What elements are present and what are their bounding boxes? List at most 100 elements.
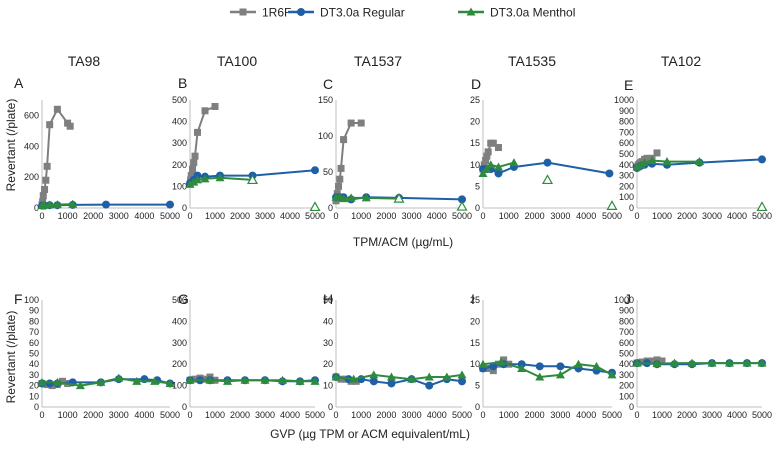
y-tick-label: 80 [29,316,39,326]
data-point [75,381,85,390]
x-tick-label: 2000 [83,211,103,221]
open-data-point [393,192,405,203]
data-point [68,199,78,208]
data-point [640,158,649,167]
y-tick-label: 10 [470,359,480,369]
data-point [132,376,142,385]
data-point [607,370,617,379]
legend-marker [466,7,476,16]
y-tick-label: 15 [470,338,480,348]
y-tick-label: 600 [619,338,634,348]
x-tick-label: 0 [333,410,338,420]
data-point [632,162,642,171]
data-point [652,359,662,368]
data-point [643,154,651,162]
y-tick-label: 90 [29,306,39,316]
y-tick-label: 20 [29,381,39,391]
strain-titles: TA98 TA100 TA1537 TA1535 TA102 [68,53,702,69]
x-tick-label: 2000 [230,211,250,221]
data-point [215,173,225,182]
x-tick-label: 3000 [550,410,570,420]
panel-label: F [14,291,23,307]
x-tick-label: 5000 [452,211,472,221]
data-point [648,357,656,365]
y-tick-label: 200 [172,160,187,170]
data-point [556,362,565,371]
x-tick-label: 0 [634,211,639,221]
y-tick-label: 1000 [614,295,634,305]
y-tick-label: 700 [619,127,634,137]
x-tick-label: 1000 [205,410,225,420]
legend: 1R6F DT3.0a Regular DT3.0a Menthol [230,6,575,20]
data-point [102,200,110,209]
data-point [478,168,488,177]
data-point [369,377,378,386]
y-tick-label: 40 [29,359,39,369]
y-tick-label: 400 [619,359,634,369]
y-tick-label: 600 [24,110,39,120]
y-tick-label: 5 [475,381,480,391]
y-tick-label: 500 [619,149,634,159]
data-point [658,357,666,365]
data-point [687,358,697,367]
panel-A: A 0 200 400 600 0 1000 2000 3000 4000 5000 [14,75,180,221]
data-point [41,185,49,193]
x-tick-label: 4000 [280,211,300,221]
x-tick-label: 4000 [576,410,596,420]
y-tick-label: 300 [619,171,634,181]
x-tick-label: 3000 [109,410,129,420]
panel-label: C [323,76,333,92]
data-point [311,166,319,175]
data-point [489,139,497,147]
panel-label: H [323,291,333,307]
panel-label: D [471,76,481,92]
y-tick-label: 500 [172,95,187,105]
data-point [555,370,565,379]
data-point [185,375,195,384]
data-point [758,155,766,164]
data-point [457,370,467,379]
x-tick-label: 4000 [576,211,596,221]
series-line [482,361,613,379]
panel-label: I [471,291,475,307]
x-tick-label: 5000 [305,211,325,221]
series-line [335,373,463,381]
data-point [114,373,124,382]
data-point [493,162,503,171]
legend-label: 1R6F [262,6,291,20]
data-point [189,165,196,173]
y-tick-label: 100 [619,391,634,401]
data-point [193,175,202,184]
data-point [223,376,232,385]
x-tick-label: 5000 [160,410,180,420]
y-tick-label: 500 [619,349,634,359]
y-tick-label: 900 [619,306,634,316]
x-tick-label: 4000 [727,410,747,420]
series-line [190,379,315,383]
data-point [260,375,270,384]
data-point [340,136,348,144]
y-tick-label: 30 [29,370,39,380]
x-tick-label: 0 [187,211,192,221]
data-point [489,362,498,371]
x-tick-label: 1000 [351,211,371,221]
y-tick-label: 50 [29,349,39,359]
y-axis-label-bottom: Revertant (/plate) [4,311,18,404]
y-axis-label-top: Revertant (/plate) [4,99,18,192]
y-tick-label: 100 [172,181,187,191]
data-point [592,361,602,370]
data-point [494,144,502,152]
data-point [185,179,195,188]
y-tick-label: 300 [172,338,187,348]
panel-D: D 0 5 10 15 20 25 0 1000 2000 3000 4000 5000 [470,76,622,221]
x-tick-label: 2000 [677,211,697,221]
data-point [201,375,209,383]
data-point [486,160,496,169]
open-data-point [756,201,768,212]
y-tick-label: 400 [24,141,39,151]
